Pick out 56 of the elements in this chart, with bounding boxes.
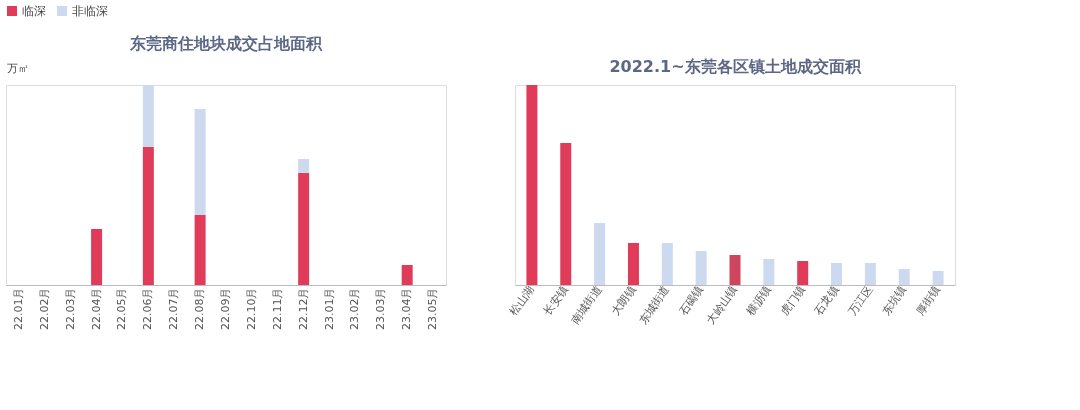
x-tick-label: 23.05月 bbox=[426, 287, 440, 330]
x-tick-label: 23.04月 bbox=[400, 287, 414, 330]
x-tick-label: 22.02月 bbox=[37, 287, 51, 330]
bar bbox=[729, 255, 741, 285]
x-tick-label: 22.01月 bbox=[11, 287, 25, 330]
x-tick-label: 23.01月 bbox=[322, 287, 336, 330]
x-tick-label: 22.10月 bbox=[244, 287, 258, 330]
bar bbox=[560, 143, 572, 285]
x-tick-label: 南城街道 bbox=[568, 283, 605, 327]
bar bbox=[594, 223, 606, 285]
x-tick-label: 厚街镇 bbox=[913, 283, 943, 318]
bar bbox=[932, 271, 944, 285]
legend-label: 非临深 bbox=[72, 4, 108, 18]
x-tick-label: 23.02月 bbox=[348, 287, 362, 330]
x-tick-label: 22.05月 bbox=[115, 287, 129, 330]
x-tick-label: 松山湖 bbox=[507, 283, 537, 318]
legend-label: 临深 bbox=[22, 4, 46, 18]
bar bbox=[797, 261, 809, 285]
bar bbox=[864, 263, 876, 285]
chart-title: 2022.1~东莞各区镇土地成交面积 bbox=[609, 57, 862, 76]
bar bbox=[91, 229, 103, 285]
x-tick-label: 大岭山镇 bbox=[704, 283, 740, 327]
chart-title: 东莞商住地块成交占地面积 bbox=[129, 34, 323, 53]
x-tick-label: 22.09月 bbox=[219, 287, 232, 330]
x-tick-label: 石碣镇 bbox=[676, 283, 707, 318]
bar bbox=[194, 215, 206, 285]
x-tick-label: 22.04月 bbox=[89, 287, 103, 330]
x-tick-label: 22.11月 bbox=[270, 287, 284, 330]
bar bbox=[898, 269, 910, 285]
bar bbox=[142, 147, 154, 285]
x-tick-label: 22.08月 bbox=[193, 287, 207, 330]
bar bbox=[298, 173, 310, 285]
x-tick-label: 东城街道 bbox=[636, 283, 673, 327]
x-tick-label: 石龙镇 bbox=[811, 283, 842, 318]
bar bbox=[194, 109, 206, 215]
x-tick-label: 东坑镇 bbox=[879, 283, 910, 318]
bar bbox=[695, 251, 707, 285]
bar bbox=[401, 265, 413, 285]
bar bbox=[661, 243, 673, 285]
bar bbox=[763, 259, 775, 285]
x-tick-label: 22.12月 bbox=[296, 287, 310, 330]
x-tick-label: 大朗镇 bbox=[608, 283, 639, 318]
x-tick-label: 长安镇 bbox=[541, 283, 571, 318]
x-tick-label: 万江区 bbox=[845, 283, 876, 318]
bar bbox=[142, 85, 154, 147]
x-tick-label: 22.07月 bbox=[167, 287, 181, 330]
y-axis-title: 万㎡ bbox=[6, 61, 29, 75]
x-tick-label: 横沥镇 bbox=[744, 283, 774, 318]
x-tick-label: 虎门镇 bbox=[778, 283, 808, 318]
bar bbox=[627, 243, 639, 285]
x-tick-label: 23.03月 bbox=[374, 287, 388, 330]
x-tick-label: 22.03月 bbox=[63, 287, 77, 330]
bar bbox=[831, 263, 843, 285]
bar bbox=[526, 85, 538, 285]
x-tick-label: 22.06月 bbox=[141, 287, 155, 330]
bar bbox=[298, 159, 310, 173]
